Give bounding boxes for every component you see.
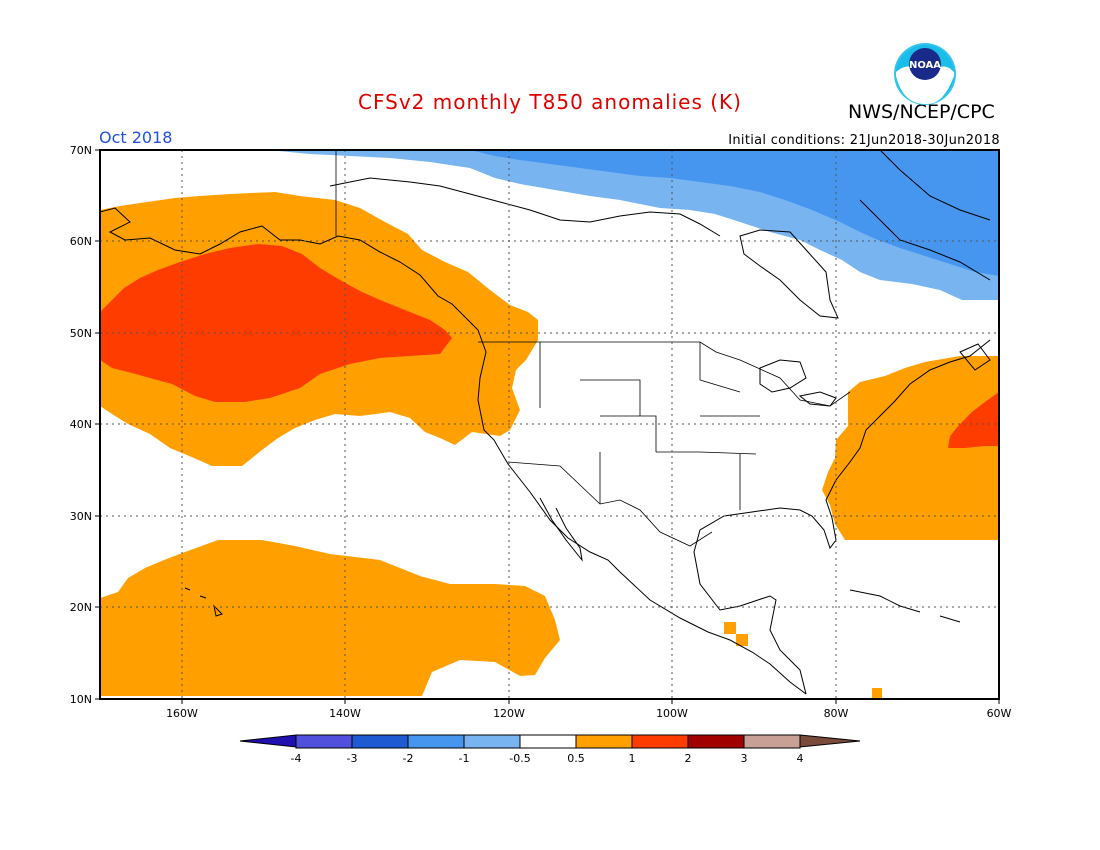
lat-label: 30N (70, 510, 92, 523)
lon-label: 120W (493, 707, 525, 720)
lat-label: 10N (70, 693, 92, 706)
chart-title: CFSv2 monthly T850 anomalies (K) (358, 90, 742, 114)
colorbar-swatch (631, 734, 689, 749)
logo-lettering: NOAA (909, 60, 941, 71)
colorbar-swatch (351, 734, 409, 749)
colorbar-swatch (463, 734, 521, 749)
subtropical-pacific-warm-region (100, 540, 560, 696)
graticule (100, 150, 999, 699)
colorbar-swatch (575, 734, 633, 749)
lat-label: 40N (70, 418, 92, 431)
lat-label: 20N (70, 601, 92, 614)
nw-atlantic-core-region (948, 392, 999, 448)
lon-label: 140W (329, 707, 361, 720)
central-america-warm-patch-2 (736, 634, 748, 646)
colorbar-label: 4 (797, 752, 804, 765)
coastlines (100, 150, 991, 695)
agency-label: NWS/NCEP/CPC (848, 101, 995, 123)
colorbar-left-arrow (239, 734, 297, 748)
noaa-logo-icon: NOAA (894, 43, 956, 105)
colorbar-right-arrow (799, 734, 861, 748)
colorbar (239, 734, 861, 749)
lat-label: 60N (70, 235, 92, 248)
colorbar-label: -0.5 (509, 752, 530, 765)
axis-ticks (95, 149, 1000, 704)
colorbar-label: 2 (685, 752, 692, 765)
colorbar-swatch (295, 734, 353, 749)
lat-label: 70N (70, 144, 92, 157)
colorbar-label: 3 (741, 752, 748, 765)
forecast-month: Oct 2018 (99, 128, 173, 147)
colorbar-label: -1 (459, 752, 470, 765)
caribbean-warm-patch (872, 688, 882, 698)
gulf-of-alaska-core-region (100, 244, 452, 402)
colorbar-label: 0.5 (567, 752, 585, 765)
colorbar-swatch (743, 734, 801, 749)
colorbar-label: -3 (347, 752, 358, 765)
colorbar-label: 1 (629, 752, 636, 765)
northern-canada-cold-region (470, 150, 999, 276)
east-coast-warm-region (822, 356, 999, 540)
lon-label: 60W (987, 707, 1012, 720)
anomaly-fields (100, 150, 999, 698)
lon-label: 160W (166, 707, 198, 720)
latitude-labels: 70N 60N 50N 40N 30N 20N 10N (70, 144, 92, 706)
colorbar-swatch (687, 734, 745, 749)
political-borders (335, 150, 851, 547)
lon-label: 100W (656, 707, 688, 720)
colorbar-label: -2 (403, 752, 414, 765)
colorbar-swatch (407, 734, 465, 749)
initial-conditions: Initial conditions: 21Jun2018-30Jun2018 (728, 133, 1000, 148)
lon-label: 80W (824, 707, 849, 720)
central-america-warm-patch (724, 622, 736, 634)
colorbar-swatch (519, 734, 577, 749)
colorbar-label: -4 (291, 752, 302, 765)
longitude-labels: 160W 140W 120W 100W 80W 60W (166, 707, 1011, 720)
colorbar-labels: -4 -3 -2 -1 -0.5 0.5 1 2 3 4 (291, 752, 804, 765)
lat-label: 50N (70, 327, 92, 340)
